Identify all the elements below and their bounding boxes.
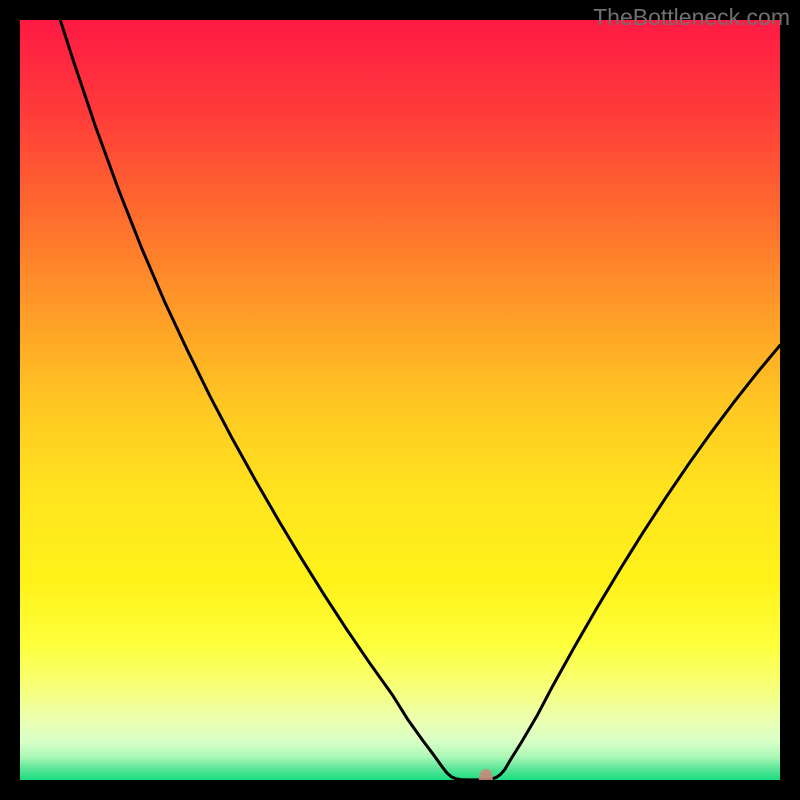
chart-container: TheBottleneck.com <box>0 0 800 800</box>
plot-background <box>20 20 780 780</box>
chart-svg <box>0 0 800 800</box>
watermark-text: TheBottleneck.com <box>593 4 790 31</box>
